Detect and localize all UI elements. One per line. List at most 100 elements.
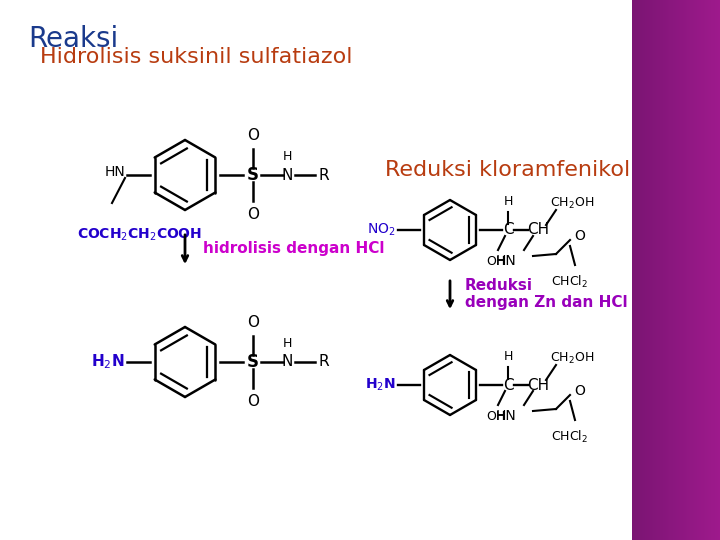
Text: H: H [282,337,292,350]
Text: R: R [319,167,330,183]
Text: O: O [247,315,259,330]
Bar [657,0,660,540]
Bar [672,0,674,540]
Text: R: R [319,354,330,369]
Text: S: S [247,166,259,184]
Bar [660,0,662,540]
Bar [685,0,687,540]
Text: O: O [247,128,259,143]
Text: OH: OH [486,255,505,268]
Bar [699,0,701,540]
Bar [652,0,654,540]
Bar [709,0,711,540]
Bar [689,0,691,540]
Bar [654,0,656,540]
Bar [716,0,718,540]
Bar [710,0,712,540]
Text: CH$_2$OH: CH$_2$OH [550,351,594,366]
Bar [651,0,653,540]
Text: O: O [247,394,259,409]
Bar [672,0,675,540]
Bar [662,0,664,540]
Bar [670,0,672,540]
Bar [705,0,707,540]
Text: O: O [247,207,259,222]
Bar [703,0,706,540]
Bar [680,0,683,540]
Text: NO$_2$: NO$_2$ [367,222,396,238]
Bar [639,0,641,540]
Bar [658,0,660,540]
Bar [634,0,636,540]
Bar [643,0,645,540]
Bar [678,0,680,540]
Text: Reduksi kloramfenikol: Reduksi kloramfenikol [385,160,630,180]
Bar [644,0,647,540]
Text: C: C [503,377,513,393]
Bar [701,0,703,540]
Bar [684,0,686,540]
Bar [633,0,635,540]
Text: H$_2$N: H$_2$N [91,353,125,372]
Bar [690,0,693,540]
Text: HN: HN [495,409,516,423]
Text: hidrolisis dengan HCl: hidrolisis dengan HCl [203,241,384,256]
Bar [693,0,695,540]
Bar [712,0,714,540]
Bar [708,0,710,540]
Bar [649,0,652,540]
Bar [665,0,667,540]
Bar [716,0,719,540]
Bar [653,0,655,540]
Bar [719,0,720,540]
Text: H$_2$N: H$_2$N [365,377,396,393]
Bar [639,0,642,540]
Text: H: H [282,150,292,163]
Bar [636,0,639,540]
Bar [667,0,670,540]
Bar [683,0,685,540]
Text: OH: OH [486,410,505,423]
Text: H: H [503,350,513,363]
Text: CH: CH [527,377,549,393]
Bar [687,0,689,540]
Bar [674,0,676,540]
Text: C: C [503,222,513,238]
Bar [635,0,637,540]
Bar [706,0,708,540]
Bar [697,0,699,540]
Bar [642,0,644,540]
Bar [711,0,714,540]
Bar [703,0,704,540]
Text: H: H [503,195,513,208]
Text: HN: HN [495,254,516,268]
Bar [647,0,649,540]
Bar [693,0,696,540]
Bar [645,0,647,540]
Bar [675,0,677,540]
Text: N: N [282,167,293,183]
Bar [682,0,683,540]
Bar [695,0,697,540]
Bar [701,0,702,540]
Text: Hidrolisis suksinil sulfatiazol: Hidrolisis suksinil sulfatiazol [40,47,353,67]
Bar [656,0,658,540]
Text: Reaksi: Reaksi [28,25,118,53]
Text: CH: CH [527,222,549,238]
Text: CH$_2$OH: CH$_2$OH [550,196,594,211]
Bar [691,0,693,540]
Text: HN: HN [104,165,125,179]
Bar [663,0,665,540]
Bar [714,0,716,540]
Bar [649,0,651,540]
Bar [696,0,698,540]
Bar [698,0,700,540]
Bar [718,0,720,540]
Bar [664,0,666,540]
Bar [707,0,709,540]
Text: S: S [247,353,259,371]
Bar [661,0,662,540]
Bar [637,0,639,540]
Text: O: O [574,384,585,398]
Bar [668,0,670,540]
